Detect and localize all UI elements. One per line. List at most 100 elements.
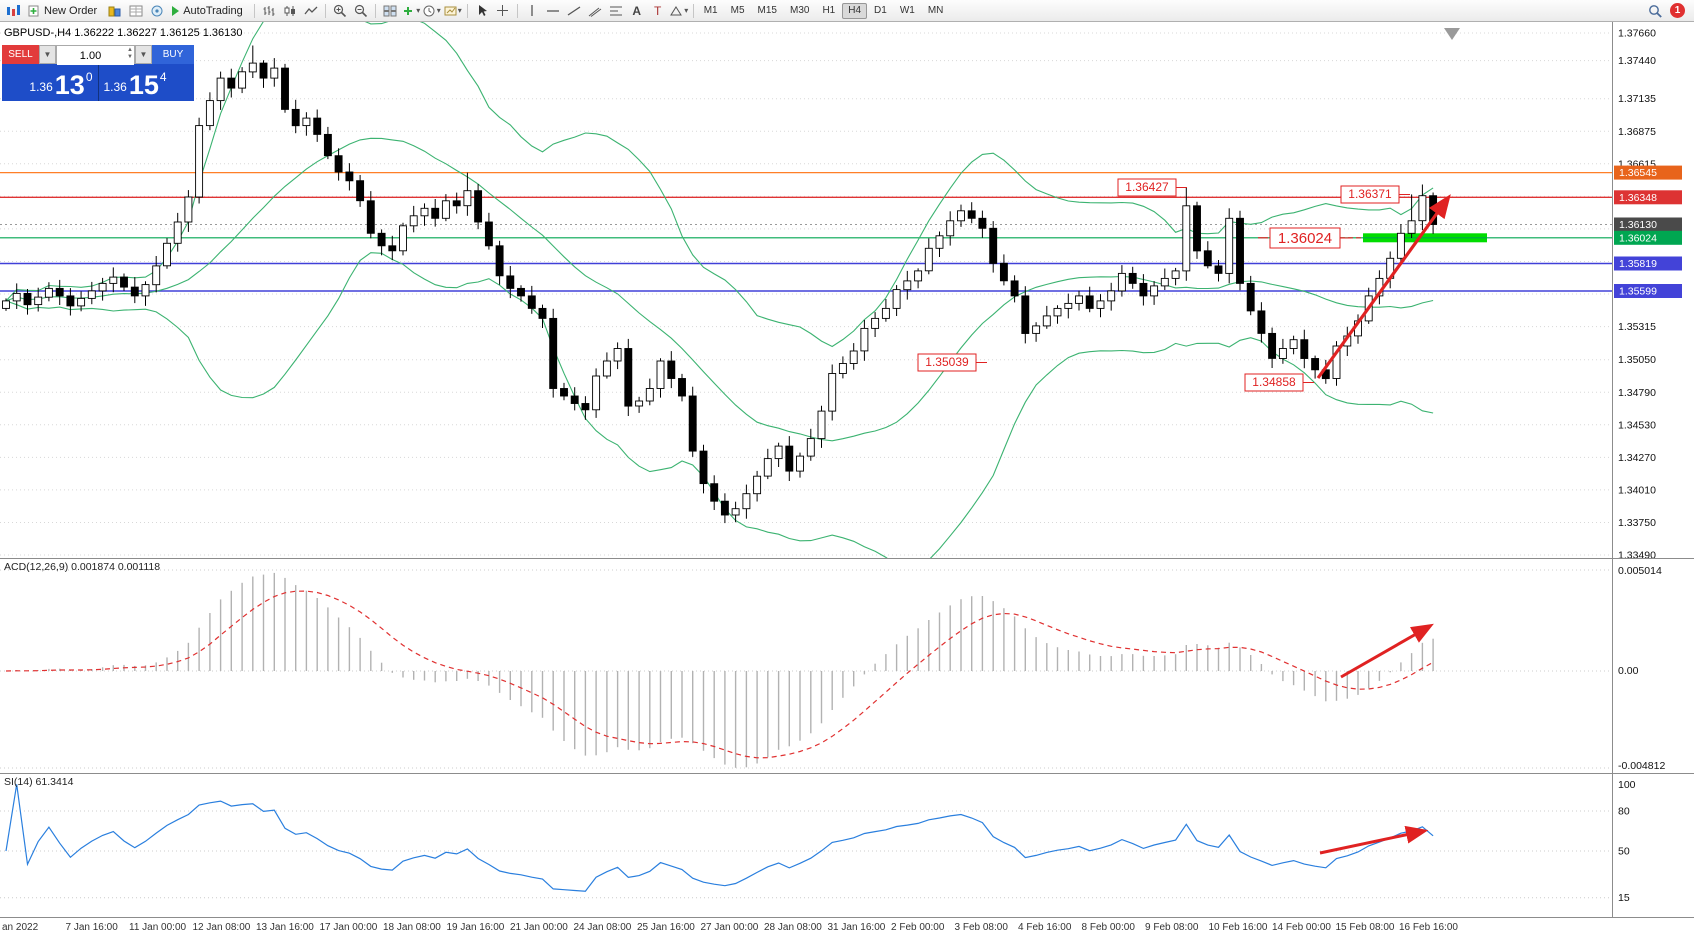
svg-text:1.34530: 1.34530 [1618, 419, 1656, 431]
candlestick-chart-icon[interactable] [280, 2, 300, 20]
buy-button[interactable]: BUY [152, 45, 194, 64]
chart-area: 1.36427 1.36371 1.36024 1.35039 1.34858 1.376… [0, 22, 1694, 945]
volume-input[interactable] [57, 47, 134, 65]
timeframe-h1[interactable]: H1 [822, 4, 836, 16]
timeframe-m30[interactable]: M30 [789, 4, 810, 16]
new-order-button[interactable]: New Order [24, 2, 104, 20]
time-axis-label: 12 Jan 08:00 [192, 922, 251, 933]
cursor-icon[interactable] [472, 2, 492, 20]
svg-text:1.33490: 1.33490 [1618, 550, 1656, 559]
time-axis-label: 13 Jan 16:00 [256, 922, 314, 933]
play-icon [172, 5, 180, 16]
label-icon[interactable]: T [654, 3, 662, 18]
time-axis-label: 28 Jan 08:00 [764, 922, 822, 933]
time-axis-label: 31 Jan 16:00 [827, 922, 886, 933]
one-click-trading-panel: SELL ▼ ▲▼ ▼ BUY 1.36 13 0 1.36 15 4 [2, 45, 194, 101]
sell-button[interactable]: SELL [2, 45, 39, 64]
svg-text:50: 50 [1618, 846, 1630, 858]
time-axis[interactable]: an 2022 7 Jan 16:00 11 Jan 00:00 12 Jan 08:… [0, 917, 1694, 940]
buy-price-big: 15 [128, 70, 159, 100]
sell-options-dropdown[interactable]: ▼ [39, 45, 56, 64]
svg-text:1.36427: 1.36427 [1125, 180, 1169, 194]
svg-text:15: 15 [1618, 892, 1630, 904]
shapes-icon[interactable]: ▾ [669, 2, 689, 20]
svg-text:1.37440: 1.37440 [1618, 55, 1656, 67]
zoom-out-icon[interactable] [351, 2, 371, 20]
svg-text:1.35599: 1.35599 [1619, 286, 1657, 298]
time-axis-label: 11 Jan 00:00 [129, 922, 187, 933]
zoom-in-icon[interactable] [330, 2, 350, 20]
timeframe-mn[interactable]: MN [927, 4, 944, 16]
horizontal-line-icon[interactable] [543, 2, 563, 20]
tile-windows-icon[interactable] [380, 2, 400, 20]
periods-icon[interactable]: ▾ [422, 2, 442, 20]
time-axis-label: 3 Feb 08:00 [954, 922, 1008, 933]
rsi-panel-canvas[interactable]: 100 80 50 15 [0, 773, 1694, 917]
sell-price-button[interactable]: 1.36 13 0 [2, 64, 99, 101]
templates-icon[interactable]: ▾ [443, 2, 463, 20]
svg-text:1.34790: 1.34790 [1618, 387, 1656, 399]
macd-indicator-label: ACD(12,26,9) 0.001874 0.001118 [4, 561, 161, 573]
timeframe-m15[interactable]: M15 [757, 4, 777, 16]
svg-text:1.35050: 1.35050 [1618, 354, 1656, 366]
buy-price-button[interactable]: 1.36 15 4 [98, 64, 194, 101]
svg-text:0.005014: 0.005014 [1618, 565, 1662, 577]
trendline-icon[interactable] [564, 2, 584, 20]
timeframe-w1[interactable]: W1 [899, 4, 915, 16]
navigator-icon[interactable] [147, 2, 167, 20]
time-axis-label: 4 Feb 16:00 [1018, 922, 1072, 933]
channel-icon[interactable] [585, 2, 605, 20]
chart-ohlc-line: GBPUSD-,H4 1.36222 1.36227 1.36125 1.361… [4, 27, 243, 39]
time-axis-label: 18 Jan 08:00 [383, 922, 441, 933]
indicators-icon[interactable]: ▾ [401, 2, 421, 20]
time-axis-label: 21 Jan 00:00 [510, 922, 568, 933]
timeframe-h4[interactable]: H4 [842, 2, 868, 19]
svg-text:1.33750: 1.33750 [1618, 517, 1656, 529]
timeframe-m1[interactable]: M1 [703, 4, 718, 16]
svg-text:1.35039: 1.35039 [925, 355, 969, 369]
timeframe-d1[interactable]: D1 [874, 4, 887, 16]
vertical-line-icon[interactable] [522, 2, 542, 20]
macd-panel-canvas[interactable]: 0.005014 0.00 -0.004812 [0, 558, 1694, 773]
svg-text:1.34858: 1.34858 [1252, 375, 1296, 389]
autotrading-button[interactable]: AutoTrading [168, 2, 250, 20]
toolbar-separator [253, 3, 255, 18]
time-axis-label: 24 Jan 08:00 [573, 922, 632, 933]
main-toolbar: New Order AutoTrading [0, 0, 1694, 22]
price-chart-canvas[interactable]: 1.36427 1.36371 1.36024 1.35039 1.34858 1.376… [0, 22, 1694, 558]
line-chart-icon[interactable] [301, 2, 321, 20]
new-order-icon [28, 5, 39, 16]
timeframe-m5[interactable]: M5 [730, 4, 745, 16]
volume-box: ▲▼ [56, 45, 135, 65]
search-icon[interactable] [1645, 2, 1665, 20]
crosshair-icon[interactable] [493, 2, 513, 20]
svg-text:1.36875: 1.36875 [1618, 126, 1656, 138]
market-watch-icon[interactable] [105, 2, 125, 20]
time-axis-label: an 2022 [2, 922, 39, 933]
toolbar-separator [692, 3, 694, 18]
time-axis-label: 9 Feb 08:00 [1145, 922, 1199, 933]
data-window-icon[interactable] [126, 2, 146, 20]
toolbar-separator [466, 3, 468, 18]
svg-text:1.35315: 1.35315 [1618, 321, 1656, 333]
app-chart-icon [3, 2, 23, 20]
fibonacci-icon[interactable] [606, 2, 626, 20]
time-axis-label: 7 Jan 16:00 [65, 922, 118, 933]
notification-badge[interactable]: 1 [1670, 3, 1685, 18]
new-order-label: New Order [44, 4, 98, 17]
buy-price-base: 1.36 [103, 80, 127, 94]
time-axis-label: 17 Jan 00:00 [319, 922, 378, 933]
buy-options-dropdown[interactable]: ▼ [135, 45, 152, 64]
svg-text:1.34010: 1.34010 [1618, 484, 1656, 496]
svg-text:-0.004812: -0.004812 [1618, 760, 1665, 772]
svg-text:1.36348: 1.36348 [1619, 192, 1657, 204]
volume-spinner[interactable]: ▲ ▼ [127, 47, 133, 60]
bar-chart-icon[interactable] [259, 2, 279, 20]
svg-text:1.35819: 1.35819 [1619, 258, 1657, 270]
text-icon[interactable]: A [632, 3, 642, 18]
toolbar-separator [374, 3, 376, 18]
svg-text:100: 100 [1618, 779, 1636, 791]
buy-price-sup: 4 [159, 70, 167, 84]
svg-text:1.37660: 1.37660 [1618, 28, 1656, 40]
